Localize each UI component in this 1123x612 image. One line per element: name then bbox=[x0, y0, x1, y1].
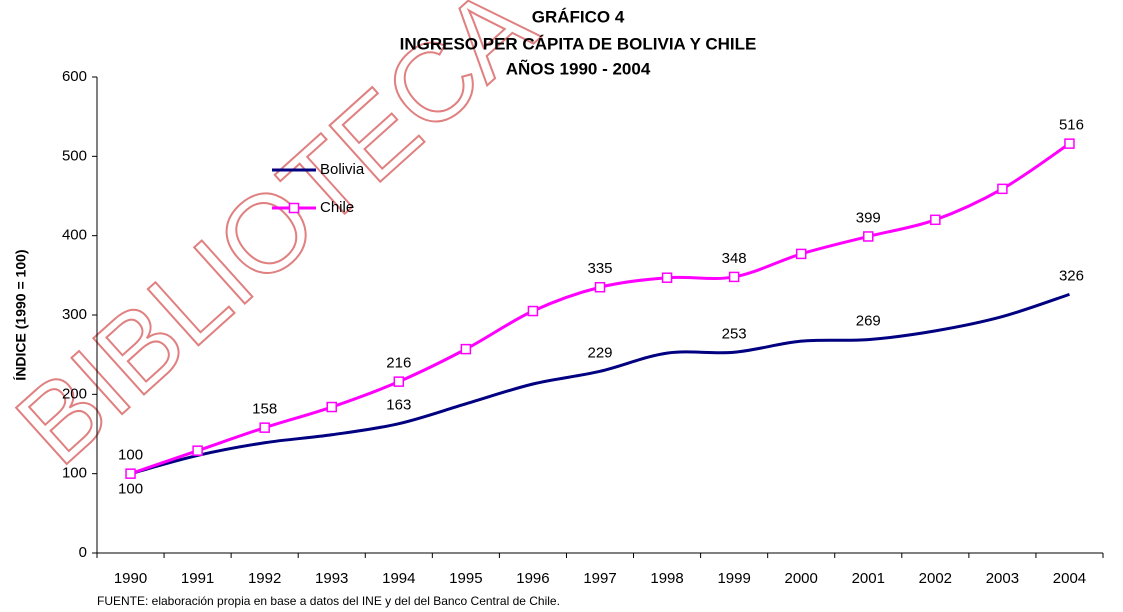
y-tick-label: 200 bbox=[62, 385, 87, 402]
x-tick-label: 1991 bbox=[181, 570, 214, 587]
data-label: 269 bbox=[856, 313, 881, 330]
data-label: 100 bbox=[118, 447, 143, 464]
y-tick-label: 300 bbox=[62, 306, 87, 323]
x-tick-label: 2002 bbox=[919, 570, 952, 587]
y-axis-title: ÍNDICE (1990 = 100) bbox=[13, 249, 29, 380]
marker bbox=[125, 468, 136, 479]
chart-title: AÑOS 1990 - 2004 bbox=[506, 58, 651, 78]
y-tick-label: 600 bbox=[62, 68, 87, 85]
x-tick-label: 1998 bbox=[650, 570, 683, 587]
data-label: 158 bbox=[252, 401, 277, 418]
legend-label: Chile bbox=[320, 199, 354, 216]
marker bbox=[594, 281, 606, 293]
legend-label: Bolivia bbox=[320, 161, 365, 178]
x-tick-label: 1996 bbox=[516, 570, 549, 587]
x-tick-label: 1993 bbox=[315, 570, 348, 587]
marker bbox=[192, 445, 203, 456]
data-label: 216 bbox=[386, 355, 411, 372]
marker bbox=[527, 305, 539, 317]
x-tick-label: 2000 bbox=[785, 570, 818, 587]
chart-title: GRÁFICO 4 bbox=[532, 7, 625, 26]
line bbox=[130, 292, 1070, 476]
data-label: 335 bbox=[587, 260, 612, 277]
data-label: 348 bbox=[722, 250, 747, 267]
x-tick-label: 2003 bbox=[986, 570, 1019, 587]
marker bbox=[326, 401, 337, 413]
y-tick-label: 100 bbox=[62, 465, 87, 482]
data-label: 229 bbox=[587, 344, 612, 361]
x-tick-label: 1990 bbox=[114, 570, 147, 587]
legend-marker bbox=[288, 202, 300, 214]
marker bbox=[259, 422, 270, 433]
marker bbox=[997, 183, 1008, 195]
chart-title: INGRESO PER CÁPITA DE BOLIVIA Y CHILE bbox=[400, 34, 757, 53]
x-tick-label: 1994 bbox=[382, 570, 415, 587]
source-note: FUENTE: elaboración propia en base a dat… bbox=[97, 594, 560, 608]
marker bbox=[661, 272, 673, 283]
marker bbox=[795, 248, 807, 260]
data-label: 399 bbox=[856, 209, 881, 226]
x-tick-label: 1999 bbox=[717, 570, 750, 587]
x-tick-label: 2001 bbox=[852, 570, 885, 587]
x-tick-label: 1995 bbox=[449, 570, 482, 587]
x-tick-label: 2004 bbox=[1053, 570, 1086, 587]
data-label: 253 bbox=[722, 325, 747, 342]
data-label: 163 bbox=[386, 397, 411, 414]
x-tick-label: 1997 bbox=[583, 570, 616, 587]
data-label: 516 bbox=[1059, 117, 1084, 134]
x-tick-label: 1992 bbox=[248, 570, 281, 587]
marker bbox=[460, 343, 472, 355]
marker bbox=[863, 231, 874, 242]
y-tick-label: 0 bbox=[79, 544, 87, 561]
marker bbox=[728, 271, 740, 283]
marker bbox=[930, 214, 941, 226]
y-tick-label: 500 bbox=[62, 147, 87, 164]
data-label: 100 bbox=[118, 481, 143, 498]
marker bbox=[1064, 138, 1075, 149]
marker bbox=[393, 376, 405, 387]
y-tick-label: 400 bbox=[62, 227, 87, 244]
data-label: 326 bbox=[1059, 267, 1084, 284]
